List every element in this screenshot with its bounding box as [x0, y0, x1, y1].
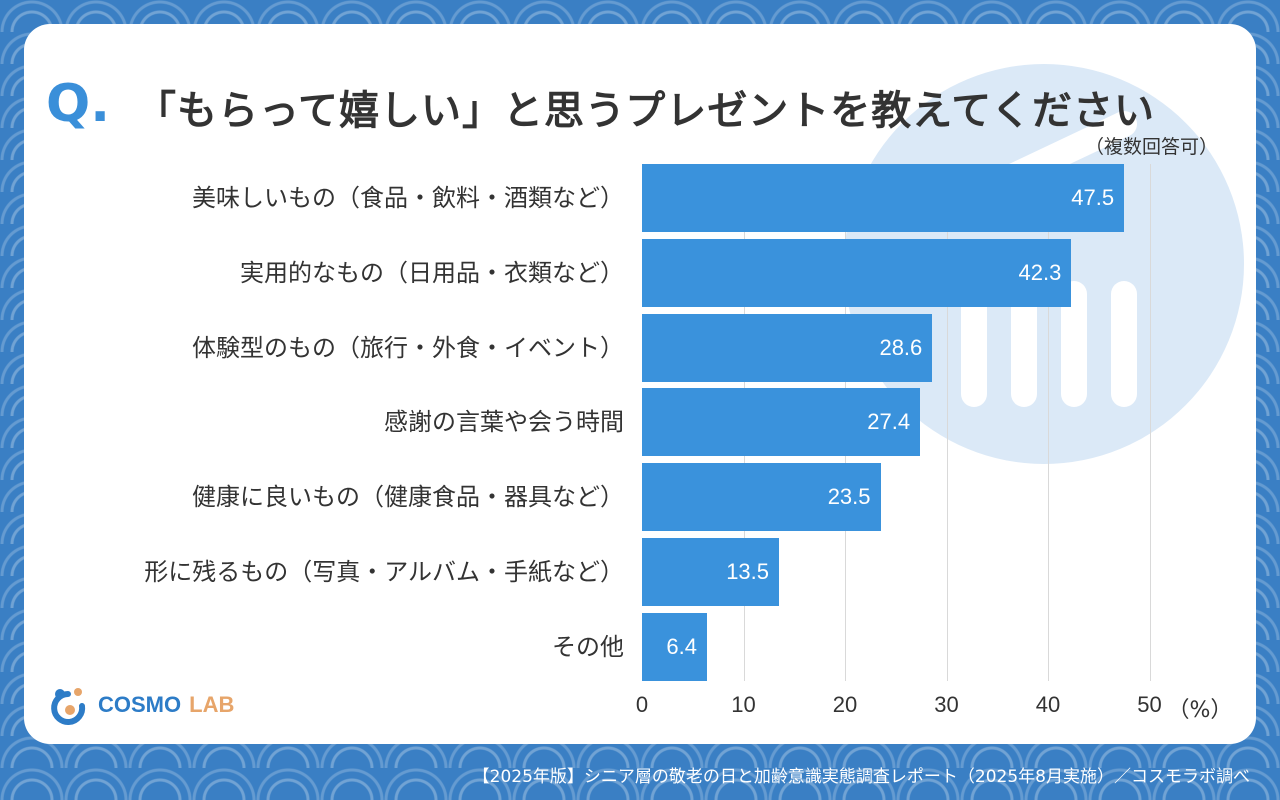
category-label: 美味しいもの（食品・飲料・酒類など）: [192, 184, 624, 212]
bar-value-label: 23.5: [827, 484, 871, 510]
category-label: 感謝の言葉や会う時間: [384, 408, 624, 437]
gridline: [946, 164, 948, 681]
x-tick-label: 50: [1137, 692, 1162, 717]
chart-card: Q. 「もらって嬉しい」と思うプレゼントを教えてください （複数回答可） COS…: [24, 24, 1256, 744]
bar: [642, 388, 921, 457]
gridline: [1149, 164, 1151, 681]
x-axis-unit: （%）: [1167, 698, 1233, 723]
question-mark: Q.: [46, 74, 110, 134]
multiple-answer-note: （複数回答可）: [1084, 136, 1218, 158]
bar: [642, 164, 1125, 232]
bar: [642, 238, 1072, 307]
bar-value-label: 27.4: [867, 409, 911, 435]
logo-lab-text: LAB: [189, 692, 235, 717]
bar-value-label: 28.6: [879, 334, 923, 360]
category-label: 実用的なもの（日用品・衣類など）: [240, 258, 624, 287]
bar: [642, 463, 881, 532]
brand-logo: COSMO LAB: [48, 684, 234, 726]
bar: [642, 612, 707, 681]
logo-cosmo-text: COSMO: [98, 692, 182, 717]
x-tick-label: 10: [731, 692, 756, 717]
chart-title: 「もらって嬉しい」と思うプレゼントを教えてください: [136, 88, 1155, 134]
gridline: [1048, 164, 1049, 681]
category-label: その他: [552, 632, 624, 661]
bar: [642, 313, 933, 382]
bar-value-label: 47.5: [1071, 185, 1115, 210]
x-tick-label: 40: [1035, 692, 1061, 717]
x-tick-label: 20: [832, 692, 858, 717]
x-tick-label: 0: [635, 692, 649, 717]
bar-value-label: 42.3: [1018, 259, 1062, 285]
bar-value-label: 13.5: [726, 559, 770, 584]
source-footer: 【2025年版】シニア層の敬老の日と加齢意識実態調査レポート（2025年8月実施…: [472, 767, 1250, 787]
bar-value-label: 6.4: [666, 633, 697, 659]
cosmo-lab-logo-icon: [51, 688, 86, 725]
category-label: 体験型のもの（旅行・外食・イベント）: [192, 333, 624, 362]
bar: [642, 538, 780, 606]
category-label: 健康に良いもの（健康食品・器具など）: [192, 483, 624, 512]
x-tick-label: 30: [934, 692, 959, 717]
category-label: 形に残るもの（写真・アルバム・手紙など）: [144, 558, 624, 586]
